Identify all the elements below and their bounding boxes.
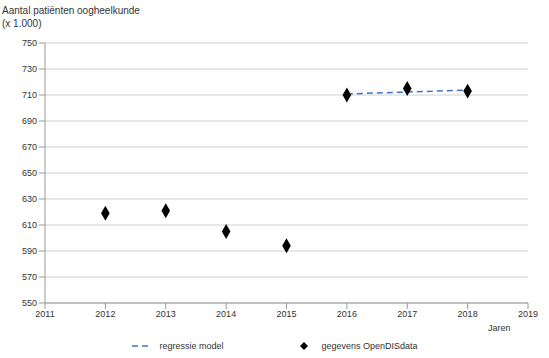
svg-text:670: 670 [22,142,37,152]
svg-text:550: 550 [22,298,37,308]
svg-text:2013: 2013 [156,309,176,319]
svg-text:590: 590 [22,246,37,256]
svg-text:2018: 2018 [458,309,478,319]
svg-text:2015: 2015 [276,309,296,319]
html-text:gegevens OpenDISdata: gegevens OpenDISdata [321,341,418,351]
svg-text:2016: 2016 [337,309,357,319]
svg-text:710: 710 [22,90,37,100]
svg-text:2012: 2012 [95,309,115,319]
html-text:Aantal patiënten oogheelkunde: Aantal patiënten oogheelkunde [2,5,140,16]
svg-text:630: 630 [22,194,37,204]
svg-text:2014: 2014 [216,309,236,319]
html-text:Jaren: Jaren [488,323,511,333]
svg-text:570: 570 [22,272,37,282]
svg-text:750: 750 [22,38,37,48]
svg-text:610: 610 [22,220,37,230]
svg-text:730: 730 [22,64,37,74]
svg-text:2011: 2011 [35,309,54,319]
html-text:regressie model: regressie model [159,341,224,351]
svg-text:2019: 2019 [518,309,538,319]
html-text:(x 1.000): (x 1.000) [2,18,42,29]
svg-text:650: 650 [22,168,37,178]
svg-text:2017: 2017 [397,309,417,319]
svg-text:690: 690 [22,116,37,126]
